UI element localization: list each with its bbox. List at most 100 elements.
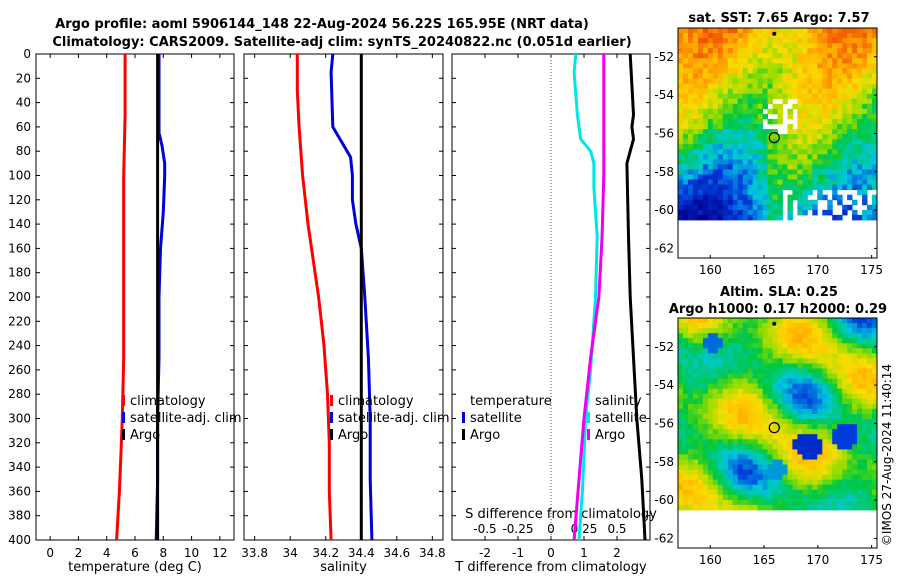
map-pixel <box>842 318 847 324</box>
map-pixel <box>718 333 723 339</box>
map-pixel <box>847 480 852 486</box>
map-pixel <box>852 328 857 334</box>
map-pixel <box>827 439 832 445</box>
map-pixel <box>837 348 842 354</box>
map-pixel <box>678 33 683 39</box>
map-pixel <box>837 139 842 145</box>
map-pixel <box>832 490 837 496</box>
map-pixel <box>817 53 822 59</box>
map-pixel <box>802 444 807 450</box>
map-pixel <box>827 353 832 359</box>
map-pixel <box>703 94 708 100</box>
map-pixel <box>852 28 857 34</box>
map-pixel <box>867 53 872 59</box>
map-pixel <box>678 409 683 415</box>
map-pixel <box>698 444 703 450</box>
map-pixel <box>812 394 817 400</box>
map-pixel <box>832 399 837 405</box>
map-pixel <box>847 439 852 445</box>
map-pixel <box>748 43 753 49</box>
map-pixel <box>768 200 773 206</box>
map-pixel <box>748 53 753 59</box>
map-pixel <box>768 144 773 150</box>
map-pixel <box>862 149 867 155</box>
map-pixel <box>773 94 778 100</box>
map-pixel <box>797 505 802 511</box>
map-pixel <box>753 414 758 420</box>
map-pixel <box>773 195 778 201</box>
map-pixel <box>827 43 832 49</box>
map-pixel <box>862 449 867 455</box>
map-pixel <box>703 394 708 400</box>
map-pixel <box>807 465 812 471</box>
map-pixel <box>867 424 872 430</box>
map-pixel <box>867 43 872 49</box>
map-pixel <box>723 449 728 455</box>
map-pixel <box>807 33 812 39</box>
map-pixel <box>748 144 753 150</box>
map-pixel <box>837 94 842 100</box>
map-pixel <box>807 495 812 501</box>
map-pixel <box>842 48 847 54</box>
map-pixel <box>748 414 753 420</box>
map-pixel <box>852 358 857 364</box>
map-pixel <box>748 384 753 390</box>
map-pixel <box>733 328 738 334</box>
map-pixel <box>778 28 783 34</box>
map-pixel <box>788 134 793 140</box>
map-pixel <box>713 414 718 420</box>
map-pixel <box>698 480 703 486</box>
map-pixel <box>862 175 867 181</box>
map-pixel <box>753 348 758 354</box>
map-pixel <box>797 434 802 440</box>
map-pixel <box>822 154 827 160</box>
map-pixel <box>743 353 748 359</box>
map-pixel <box>718 215 723 221</box>
map-pixel <box>683 28 688 34</box>
map-pixel <box>837 460 842 466</box>
map-pixel <box>698 434 703 440</box>
map-pixel <box>748 389 753 395</box>
map-pixel <box>733 215 738 221</box>
map-pixel <box>753 399 758 405</box>
map-pixel <box>748 200 753 206</box>
map-pixel <box>678 79 683 85</box>
map-pixel <box>738 109 743 115</box>
map-pixel <box>788 333 793 339</box>
map-pixel <box>723 475 728 481</box>
map-pixel <box>698 460 703 466</box>
map-pixel <box>842 124 847 130</box>
map-pixel <box>832 119 837 125</box>
map-pixel <box>758 358 763 364</box>
map-pixel <box>683 384 688 390</box>
map-pixel <box>837 470 842 476</box>
map-pixel <box>718 154 723 160</box>
map-pixel <box>837 485 842 491</box>
map-pixel <box>822 434 827 440</box>
map-pixel <box>817 429 822 435</box>
map-pixel <box>862 185 867 191</box>
map-pixel <box>738 394 743 400</box>
map-pixel <box>792 43 797 49</box>
map-pixel <box>797 104 802 110</box>
map-pixel <box>852 389 857 395</box>
map-pixel <box>847 343 852 349</box>
map-pixel <box>743 170 748 176</box>
legend-swatch-satellite-s <box>587 412 590 423</box>
map-pixel <box>758 490 763 496</box>
map-pixel <box>817 358 822 364</box>
map-pixel <box>837 358 842 364</box>
map-pixel <box>753 74 758 80</box>
map-pixel <box>837 109 842 115</box>
map-pixel <box>792 358 797 364</box>
map-pixel <box>852 63 857 69</box>
map-pixel <box>738 159 743 165</box>
map-pixel <box>778 404 783 410</box>
map-pixel <box>693 180 698 186</box>
map-pixel <box>768 58 773 64</box>
map-pixel <box>693 159 698 165</box>
map-pixel <box>728 369 733 375</box>
map-pixel <box>862 43 867 49</box>
map-pixel <box>698 119 703 125</box>
map-pixel <box>837 449 842 455</box>
